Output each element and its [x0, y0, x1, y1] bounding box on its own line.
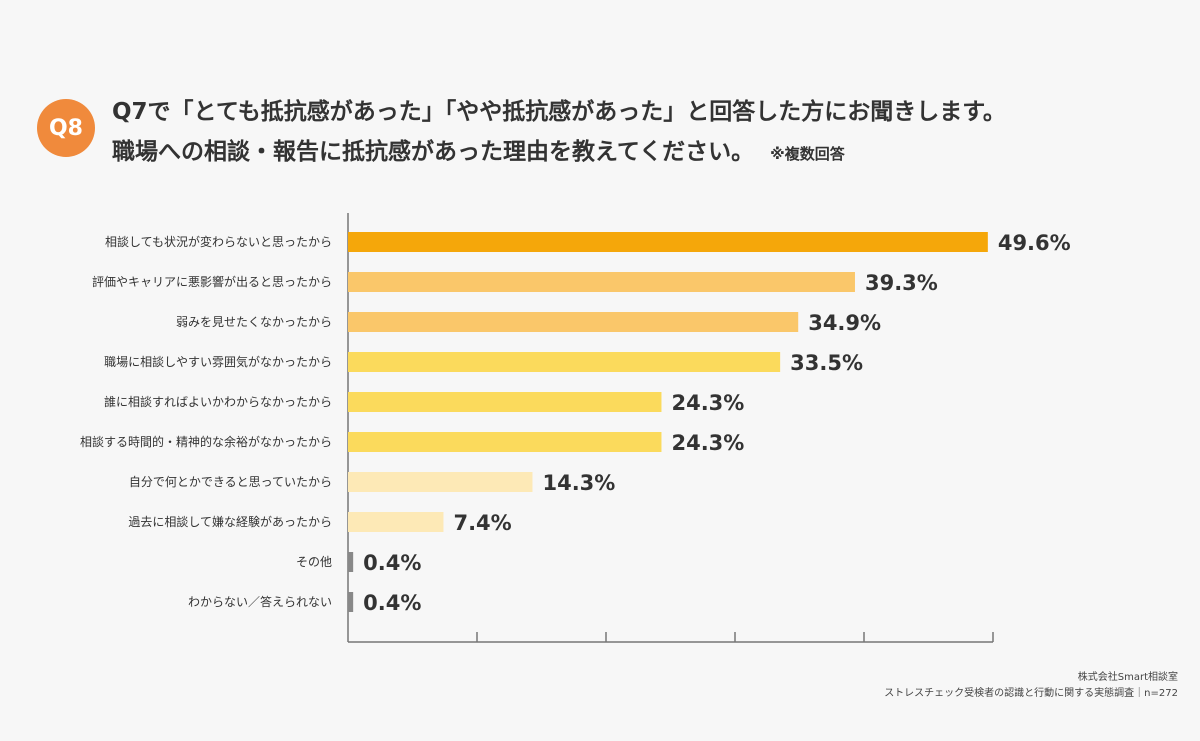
bar — [348, 472, 533, 492]
category-label: 誰に相談すればよいかわからなかったから — [104, 394, 332, 409]
question-title-text: 職場への相談・報告に抵抗感があった理由を教えてください。 — [112, 139, 755, 165]
category-label: わからない／答えられない — [188, 594, 332, 609]
bar — [348, 272, 855, 292]
question-title-line2: 職場への相談・報告に抵抗感があった理由を教えてください。 ※複数回答 — [112, 132, 845, 166]
bar — [348, 312, 799, 332]
category-label: 評価やキャリアに悪影響が出ると思ったから — [92, 274, 332, 289]
bar — [348, 512, 444, 532]
category-label: 弱みを見せたくなかったから — [176, 315, 332, 329]
value-label: 34.9% — [808, 311, 881, 335]
value-label: 24.3% — [671, 391, 744, 415]
value-label: 14.3% — [542, 471, 615, 495]
bar — [348, 552, 354, 572]
category-label: 相談する時間的・精神的な余裕がなかったから — [80, 434, 332, 449]
bar — [348, 232, 988, 252]
category-label: 職場に相談しやすい雰囲気がなかったから — [104, 354, 332, 369]
question-badge: Q8 — [37, 99, 95, 157]
bar — [348, 352, 781, 372]
value-label: 33.5% — [790, 351, 863, 375]
value-label: 7.4% — [453, 511, 511, 535]
multiple-answer-note: ※複数回答 — [770, 145, 845, 163]
footer-source: ストレスチェック受検者の認識と行動に関する実態調査｜n=272 — [884, 688, 1178, 699]
bar — [348, 432, 662, 452]
footer-company: 株式会社Smart相談室 — [1077, 672, 1178, 683]
category-label: その他 — [296, 555, 332, 569]
bar — [348, 392, 662, 412]
question-title-line1: Q7で「とても抵抗感があった」「やや抵抗感があった」と回答した方にお聞きします。 — [112, 99, 1006, 125]
value-label: 24.3% — [671, 431, 744, 455]
value-label: 0.4% — [363, 591, 421, 615]
bar — [348, 592, 354, 612]
value-label: 49.6% — [998, 231, 1071, 255]
value-label: 0.4% — [363, 551, 421, 575]
category-label: 相談しても状況が変わらないと思ったから — [105, 234, 332, 249]
value-label: 39.3% — [865, 271, 938, 295]
category-label: 過去に相談して嫌な経験があったから — [128, 514, 332, 529]
category-label: 自分で何とかできると思っていたから — [129, 475, 332, 489]
